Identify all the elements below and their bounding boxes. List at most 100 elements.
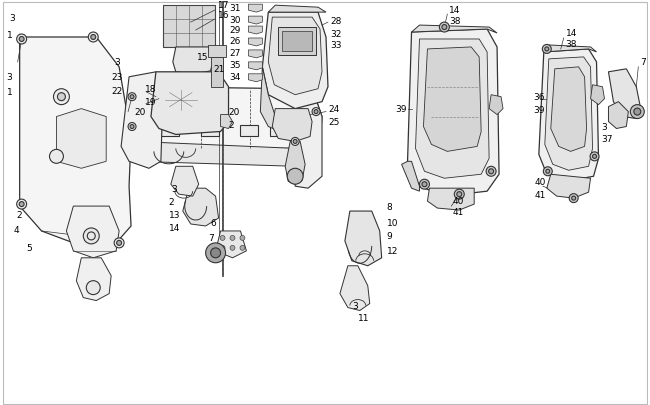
Polygon shape [340,266,370,311]
Circle shape [542,45,551,54]
Text: 38: 38 [566,40,577,49]
Polygon shape [183,189,218,226]
Circle shape [17,200,27,209]
Text: 40: 40 [452,196,463,205]
Text: 36: 36 [533,93,544,102]
Text: 33: 33 [330,41,341,50]
Text: 28: 28 [330,17,341,26]
Circle shape [114,238,124,248]
Text: 35: 35 [229,61,240,70]
Circle shape [314,110,318,114]
Text: 8: 8 [387,202,393,211]
Text: 25: 25 [328,118,339,127]
Text: 24: 24 [328,105,339,114]
Text: 16: 16 [218,11,229,19]
Circle shape [312,109,320,116]
Circle shape [634,109,641,116]
Polygon shape [544,46,597,53]
Polygon shape [129,78,322,149]
Circle shape [220,246,225,251]
Circle shape [83,228,99,244]
Text: 39: 39 [533,106,544,115]
Text: 4: 4 [14,226,20,235]
Text: 14: 14 [449,6,461,15]
Circle shape [543,167,552,176]
Text: 30: 30 [229,15,240,25]
Polygon shape [272,109,312,142]
Polygon shape [20,38,131,246]
Text: 12: 12 [387,247,398,256]
Circle shape [128,123,136,131]
Text: 40: 40 [535,177,546,186]
Circle shape [86,281,100,295]
Polygon shape [402,162,419,192]
Circle shape [590,153,599,162]
Text: 29: 29 [229,26,240,34]
Polygon shape [428,189,474,211]
Circle shape [287,169,303,185]
Circle shape [130,125,134,129]
Text: 1: 1 [6,88,12,97]
Bar [207,46,226,58]
Text: 37: 37 [601,134,613,144]
Circle shape [116,241,122,246]
Text: 7: 7 [209,234,214,243]
Circle shape [569,194,578,203]
Circle shape [454,190,464,200]
Circle shape [53,90,70,105]
Polygon shape [171,167,199,197]
Polygon shape [415,40,489,179]
Bar [278,28,316,56]
Circle shape [422,182,427,187]
Circle shape [49,150,64,164]
Circle shape [240,246,245,251]
Polygon shape [151,72,229,135]
Text: 2: 2 [229,121,234,130]
Circle shape [19,202,24,207]
Polygon shape [248,63,263,70]
Text: 3: 3 [601,123,607,132]
Polygon shape [248,5,263,13]
Polygon shape [551,68,586,152]
Polygon shape [345,211,382,266]
Text: 34: 34 [229,73,240,82]
Circle shape [293,140,297,144]
Bar [282,32,312,52]
Polygon shape [66,207,119,258]
Polygon shape [248,39,263,47]
Circle shape [230,236,235,241]
Circle shape [486,167,496,177]
Bar [201,125,218,137]
Polygon shape [248,51,263,59]
Text: 7: 7 [640,58,646,67]
Polygon shape [295,90,322,189]
Polygon shape [121,72,163,169]
Polygon shape [608,102,629,129]
Text: 2: 2 [169,197,174,206]
Polygon shape [263,13,328,109]
Circle shape [291,138,299,146]
Text: 21: 21 [214,65,225,74]
Text: 39: 39 [396,105,407,114]
Polygon shape [591,85,604,105]
Text: 27: 27 [229,49,240,58]
Text: 20: 20 [134,108,146,117]
Circle shape [457,192,462,197]
Text: 11: 11 [358,313,369,322]
Text: 14: 14 [566,28,577,37]
Polygon shape [545,58,593,171]
Text: 3: 3 [171,184,177,193]
Circle shape [546,170,550,174]
Polygon shape [411,26,497,34]
Polygon shape [423,48,481,152]
Text: 32: 32 [330,30,341,38]
Text: 26: 26 [229,37,240,46]
Text: 19: 19 [145,98,157,107]
Polygon shape [173,48,213,75]
Text: 17: 17 [218,1,229,10]
Text: 9: 9 [387,232,393,241]
Ellipse shape [163,87,199,113]
Bar [163,6,214,48]
Polygon shape [268,6,326,13]
Circle shape [220,236,225,241]
